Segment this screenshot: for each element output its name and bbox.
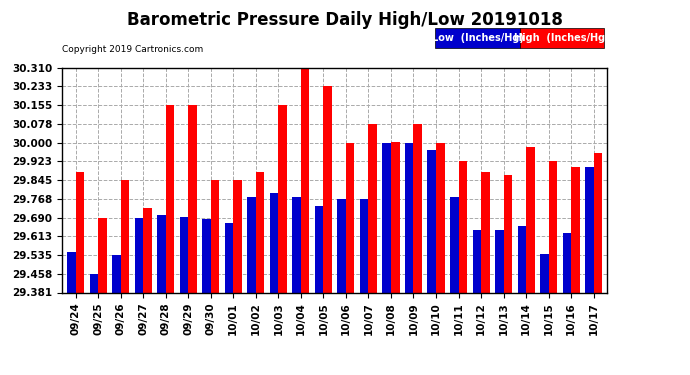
Bar — [270, 194, 278, 292]
Bar — [337, 199, 346, 292]
FancyBboxPatch shape — [435, 28, 520, 48]
Bar — [135, 218, 144, 292]
Bar — [202, 219, 210, 292]
Bar — [67, 252, 76, 292]
Bar — [188, 105, 197, 292]
Text: Copyright 2019 Cartronics.com: Copyright 2019 Cartronics.com — [62, 45, 204, 54]
Bar — [144, 208, 152, 292]
Bar — [540, 255, 549, 292]
Bar — [166, 105, 175, 292]
Bar — [247, 196, 256, 292]
Bar — [315, 206, 324, 292]
Bar — [157, 215, 166, 292]
Text: Barometric Pressure Daily High/Low 20191018: Barometric Pressure Daily High/Low 20191… — [127, 11, 563, 29]
Bar — [518, 226, 526, 292]
Bar — [562, 233, 571, 292]
Bar — [90, 274, 98, 292]
Bar — [346, 143, 355, 292]
Bar — [225, 222, 233, 292]
Bar — [436, 143, 444, 292]
Bar — [76, 172, 84, 292]
Bar — [179, 217, 188, 292]
Bar — [278, 105, 287, 292]
Bar — [210, 180, 219, 292]
Bar — [301, 68, 309, 292]
Bar — [382, 143, 391, 292]
Bar — [571, 167, 580, 292]
Bar — [405, 143, 413, 292]
FancyBboxPatch shape — [520, 28, 604, 48]
Bar — [526, 147, 535, 292]
Bar — [495, 231, 504, 292]
Bar — [450, 197, 459, 292]
Bar — [473, 231, 481, 292]
Bar — [360, 199, 368, 292]
Bar — [481, 172, 490, 292]
Bar — [324, 86, 332, 292]
Bar — [504, 174, 512, 292]
Bar — [368, 124, 377, 292]
Bar — [413, 124, 422, 292]
Bar — [98, 217, 107, 292]
Text: High  (Inches/Hg): High (Inches/Hg) — [515, 33, 610, 43]
Bar — [585, 167, 593, 292]
Bar — [112, 255, 121, 292]
Bar — [256, 172, 264, 292]
Bar — [121, 180, 129, 292]
Bar — [391, 142, 400, 292]
Bar — [549, 161, 558, 292]
Bar — [427, 150, 436, 292]
Text: Low  (Inches/Hg): Low (Inches/Hg) — [432, 33, 524, 43]
Bar — [459, 161, 467, 292]
Bar — [293, 196, 301, 292]
Bar — [233, 180, 242, 292]
Bar — [593, 153, 602, 292]
